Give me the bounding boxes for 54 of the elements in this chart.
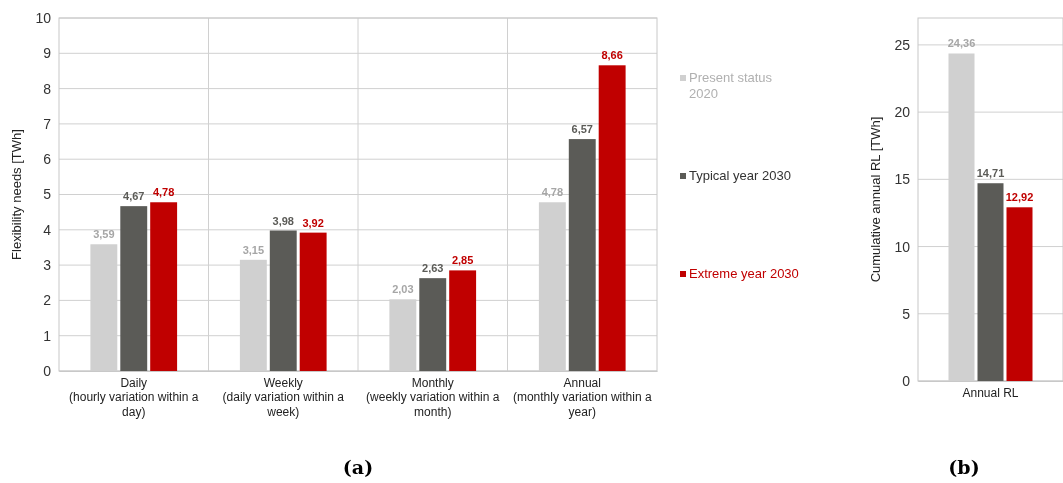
- y-tick-label: 7: [43, 115, 52, 132]
- y-tick-label: 4: [43, 221, 52, 238]
- legend-label: Typical year 2030: [689, 168, 791, 183]
- bar: [449, 270, 477, 371]
- bar: [269, 230, 297, 371]
- data-label: 4,78: [541, 186, 564, 199]
- data-label: 3,92: [302, 216, 324, 229]
- data-label: 2,85: [451, 254, 474, 267]
- bar: [150, 202, 178, 371]
- data-label: 8,66: [601, 49, 623, 62]
- y-tick-label: 3: [43, 257, 52, 274]
- data-label: 14,71: [976, 167, 1005, 180]
- y-tick-label: 20: [894, 104, 911, 121]
- text: (a): [342, 456, 374, 478]
- y-tick-label: 9: [43, 45, 52, 62]
- y-tick-label: 8: [43, 80, 52, 97]
- data-label: 12,92: [1005, 191, 1034, 204]
- y-axis-title: Cumulative annual RL [TWh]: [868, 116, 883, 283]
- data-label: 24,36: [947, 37, 976, 50]
- bar: [977, 183, 1004, 381]
- y-tick-label: 10: [894, 238, 911, 255]
- bar: [299, 232, 327, 371]
- bar: [568, 139, 596, 371]
- x-tick-label: Daily (hourly variation within a day): [69, 376, 199, 419]
- data-label: 3,59: [93, 228, 115, 241]
- data-label: 4,67: [123, 190, 145, 203]
- x-tick-label: Annual RL: [962, 386, 1019, 400]
- y-tick-label: 2: [43, 292, 52, 309]
- bar: [419, 278, 447, 371]
- y-tick-label: 5: [43, 186, 52, 203]
- y-tick-label: 10: [35, 9, 52, 26]
- data-label: 6,57: [571, 123, 593, 136]
- x-tick-label: Weekly (daily variation within a week): [222, 376, 345, 419]
- x-tick-label: Annual (monthly variation within a year): [512, 376, 652, 419]
- data-label: 2,03: [392, 283, 414, 296]
- text: (b): [948, 456, 980, 478]
- legend-label: Extreme year 2030: [689, 266, 799, 281]
- y-tick-label: 5: [902, 305, 911, 322]
- y-tick-label: 1: [43, 327, 52, 344]
- y-axis-title: Flexibility needs [TWh]: [9, 129, 24, 260]
- bar: [598, 65, 626, 371]
- bar: [120, 206, 148, 371]
- y-tick-label: 0: [902, 372, 911, 389]
- y-tick-label: 0: [43, 362, 52, 379]
- y-tick-label: 25: [894, 36, 911, 53]
- y-tick-label: 15: [894, 171, 911, 188]
- data-label: 3,98: [272, 214, 294, 227]
- legend-label: Present status 2020: [689, 70, 773, 101]
- x-tick-label: Monthly (weekly variation within a month): [366, 376, 500, 419]
- y-tick-label: 6: [43, 151, 52, 168]
- data-label: 2,63: [422, 262, 444, 275]
- data-label: 4,78: [152, 186, 175, 199]
- data-label: 3,15: [242, 243, 265, 256]
- bar: [1006, 207, 1033, 381]
